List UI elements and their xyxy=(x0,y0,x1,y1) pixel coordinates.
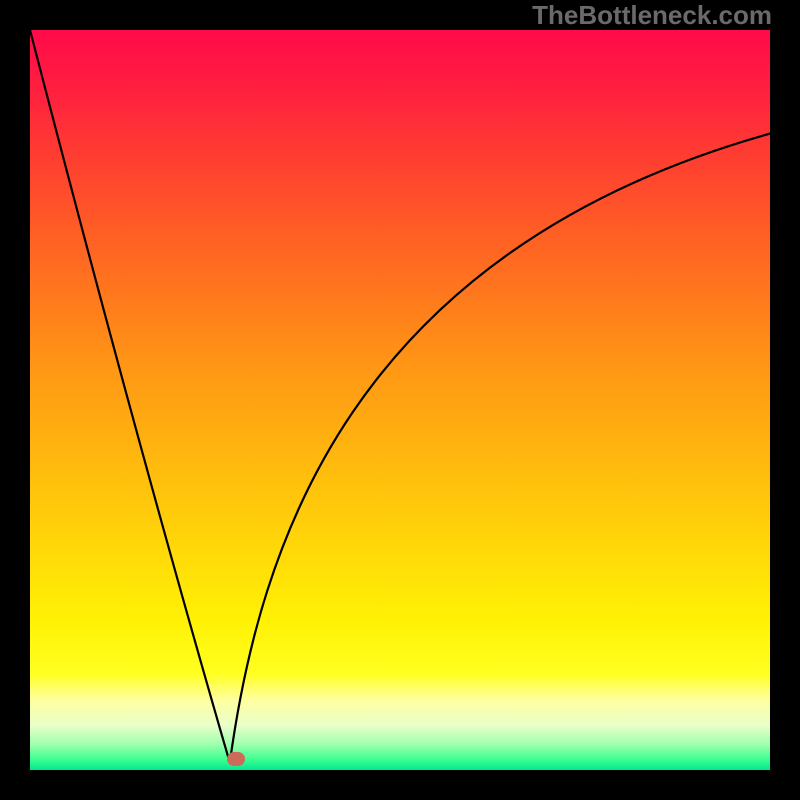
bottleneck-minimum-marker xyxy=(227,752,245,766)
chart-container: TheBottleneck.com xyxy=(0,0,800,800)
bottleneck-curve xyxy=(30,30,770,770)
bottleneck-curve-path xyxy=(30,30,770,763)
watermark-text: TheBottleneck.com xyxy=(532,0,772,31)
